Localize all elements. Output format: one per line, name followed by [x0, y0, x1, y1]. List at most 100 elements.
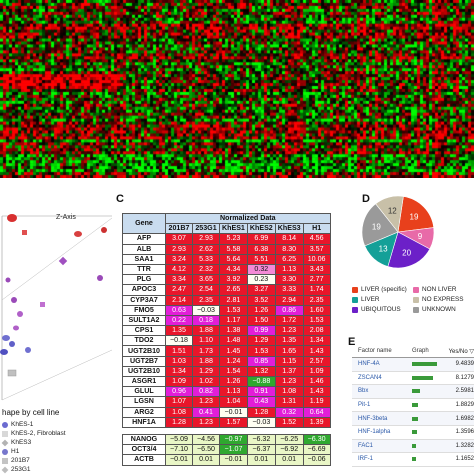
value-cell: 1.37 [274, 365, 304, 378]
pie-legend-label: NON LIVER [422, 286, 457, 293]
scatter-3d-panel [0, 180, 116, 474]
value-cell: 1.28 [165, 416, 193, 428]
factor-value: 1.6982 [455, 415, 474, 422]
factor-name-header: Factor name [358, 348, 392, 354]
legend-diamond-icon [1, 439, 9, 446]
yes-no-header[interactable]: Yes/No ▽ [448, 349, 474, 355]
gene-cell: AFP [122, 233, 166, 245]
value-cell: 1.08 [165, 406, 193, 418]
factor-value: 1.1652 [455, 456, 474, 463]
value-cell: −0.01 [219, 454, 248, 466]
table-row: ARG2 1.08 0.41 −0.01 1.28 0.32 0.64 [122, 406, 331, 418]
gene-cell: HNF1A [122, 416, 166, 428]
factor-row[interactable]: FAC1 1.3282 [352, 439, 474, 454]
gene-cell: ALB [122, 243, 166, 255]
table-row: CYP3A7 2.14 2.35 2.81 3.52 2.94 2.35 [122, 294, 331, 306]
point-gray [7, 369, 17, 377]
value-cell: 0.63 [165, 304, 193, 316]
expression-heatmap [0, 0, 474, 178]
pie-slice-label: 9 [418, 232, 423, 241]
column-header: KhES3 [274, 223, 304, 235]
table-row: ACTB −0.01 0.01 −0.01 0.01 0.01 −0.06 [122, 454, 331, 466]
pie-legend-label: UNKNOWN [422, 306, 456, 313]
pie-slice-label: 19 [410, 212, 419, 221]
pie-slice-label: 13 [379, 245, 388, 254]
table-row: TDO2 −0.18 1.10 1.48 1.29 1.35 1.34 [122, 335, 331, 347]
value-cell: 0.99 [246, 325, 276, 337]
value-cell: 2.35 [192, 294, 220, 306]
factor-row[interactable]: ZSCAN4 8.1279 [352, 372, 474, 386]
gene-cell: NANOG [122, 433, 166, 446]
legend-title: hape by cell line [2, 408, 60, 417]
factor-name-link[interactable]: HNF-3beta [358, 415, 388, 422]
value-cell: 1.13 [274, 263, 304, 276]
value-cell: −0.97 [219, 433, 248, 446]
value-cell: −0.88 [246, 375, 276, 388]
value-cell: 2.32 [192, 263, 220, 276]
value-cell: 1.38 [219, 325, 248, 337]
factor-value: 1.8829 [455, 402, 474, 409]
value-cell: −0.18 [165, 335, 193, 347]
transcription-factor-table: Factor name Graph Yes/No ▽ HNF-4A 9.4839 Z… [352, 348, 474, 467]
legend-item: KhES-1 [2, 420, 66, 429]
point-blue [25, 347, 31, 353]
factor-bar [412, 416, 418, 421]
factor-row[interactable]: IRF-1 1.1652 [352, 453, 474, 467]
pie-legend-item: UNKNOWN [413, 306, 456, 313]
value-cell: −7.10 [165, 444, 193, 456]
column-header-row: 201B7 253G1 KhES1 KhES2 KhES3 H1 [123, 223, 331, 235]
value-cell: 2.94 [274, 294, 304, 306]
pie-legend-item: NON LIVER [413, 286, 456, 293]
factor-row[interactable]: Pit-1 1.8829 [352, 399, 474, 413]
value-cell: 0.01 [274, 454, 304, 466]
pie-slice [361, 203, 399, 247]
factor-name-link[interactable]: HNF-4A [358, 361, 380, 368]
factor-name-link[interactable]: HNF-1alpha [358, 429, 391, 436]
factor-graph-cell [412, 362, 442, 367]
value-cell: −0.01 [219, 406, 248, 418]
value-cell: 0.96 [165, 386, 193, 398]
factor-row[interactable]: HNF-1alpha 1.3596 [352, 426, 474, 440]
value-cell: 2.35 [302, 294, 331, 306]
legend-circle-icon [2, 421, 8, 428]
pie-legend-item: LIVER [352, 296, 379, 303]
value-cell: 0.43 [246, 396, 276, 408]
factor-row[interactable]: HNF-4A 9.4839 [352, 358, 474, 372]
table-row: UGT2B10 1.34 1.29 1.54 1.32 1.37 1.09 [122, 365, 331, 378]
value-cell: −4.56 [192, 433, 220, 446]
value-cell: 0.86 [274, 304, 304, 316]
table-row: FMO5 0.63 −0.03 1.53 1.26 0.86 1.60 [122, 304, 331, 316]
factor-name-link[interactable]: FAC1 [358, 442, 374, 449]
value-cell: 0.85 [246, 355, 276, 367]
gene-cell: OCT3/4 [122, 444, 166, 456]
value-cell: 1.08 [274, 386, 304, 398]
value-cell: 1.34 [165, 365, 193, 378]
factor-row[interactable]: HNF-3beta 1.6982 [352, 412, 474, 426]
panel-d-label: D [362, 193, 370, 205]
normalized-data-table: Gene Normalized Data 201B7 253G1 KhES1 KhES… [122, 212, 331, 466]
value-cell: −6.32 [246, 433, 276, 446]
value-cell: 5.33 [192, 253, 220, 265]
table-row: NANOG −5.09 −4.56 −0.97 −6.32 −6.25 −6.30 [122, 433, 331, 446]
factor-name-link[interactable]: IRF-1 [358, 456, 373, 463]
value-cell: 0.64 [302, 406, 331, 418]
normalized-data-header: Normalized Data [165, 212, 331, 225]
pie-legend-label: LIVER [361, 296, 380, 303]
value-cell: −0.01 [165, 454, 193, 466]
factor-graph-cell [412, 430, 442, 435]
factor-row[interactable]: Bbx 2.5981 [352, 385, 474, 399]
factor-name-link[interactable]: Pit-1 [358, 402, 371, 409]
value-cell: 2.62 [192, 243, 220, 255]
value-cell: 1.09 [302, 365, 331, 378]
value-cell: −6.69 [302, 444, 331, 456]
value-cell: 1.52 [274, 416, 304, 428]
value-cell: 5.64 [219, 253, 248, 265]
factor-name-link[interactable]: Bbx [358, 388, 369, 395]
factor-name-link[interactable]: ZSCAN4 [358, 374, 382, 381]
factor-graph-cell [412, 457, 442, 462]
point-purple [40, 302, 45, 307]
value-cell: 1.24 [219, 355, 248, 367]
value-cell: 0.01 [246, 454, 276, 466]
point-purple [13, 325, 19, 331]
table-row: TTR 4.12 2.32 4.34 0.32 1.13 3.43 [122, 263, 331, 276]
